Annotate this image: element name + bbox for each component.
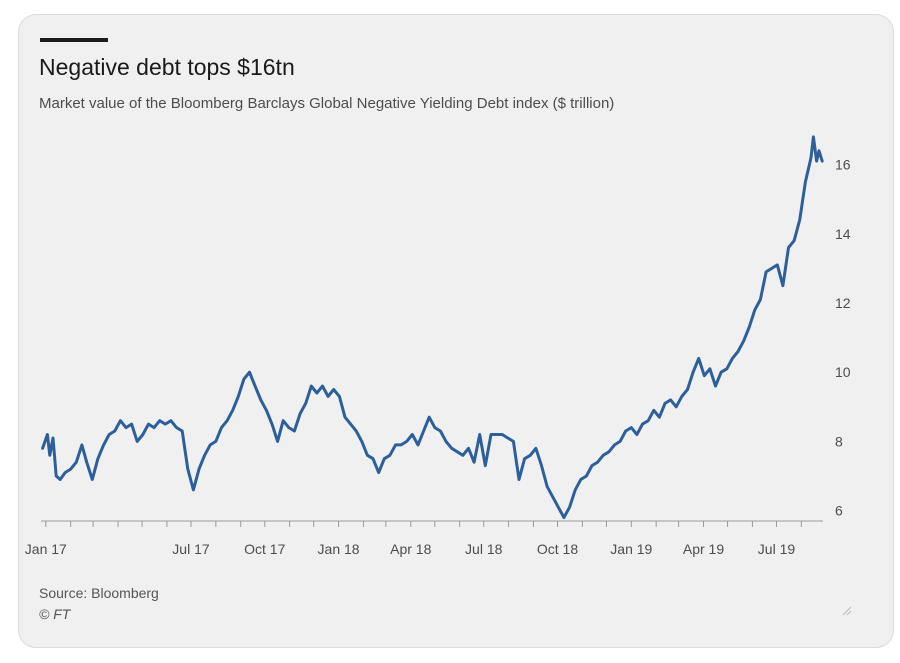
y-tick-label: 14 [835,226,851,242]
x-tick-label: Jan 19 [610,541,652,557]
x-tick-label: Jul 17 [172,541,210,557]
y-tick-label: 16 [835,157,851,173]
y-tick-label: 8 [835,433,843,449]
resize-handle-icon[interactable] [842,606,852,616]
x-tick-label: Oct 17 [244,541,285,557]
x-tick-label: Jan 17 [25,541,67,557]
chart-title: Negative debt tops $16tn [39,54,295,80]
x-tick-label: Apr 19 [683,541,724,557]
y-tick-label: 6 [835,503,843,519]
x-tick-label: Jul 19 [758,541,796,557]
source-note: Source: Bloomberg [39,585,159,601]
x-tick-label: Jan 18 [318,541,360,557]
ft-credit: © FT [39,606,71,622]
y-tick-label: 12 [835,295,851,311]
x-tick-label: Jul 18 [465,541,503,557]
y-tick-label: 10 [835,364,851,380]
x-tick-label: Apr 18 [390,541,431,557]
title-accent-bar [40,38,108,42]
chart-subtitle: Market value of the Bloomberg Barclays G… [39,95,615,112]
x-tick-label: Oct 18 [537,541,578,557]
series-line [41,135,824,519]
